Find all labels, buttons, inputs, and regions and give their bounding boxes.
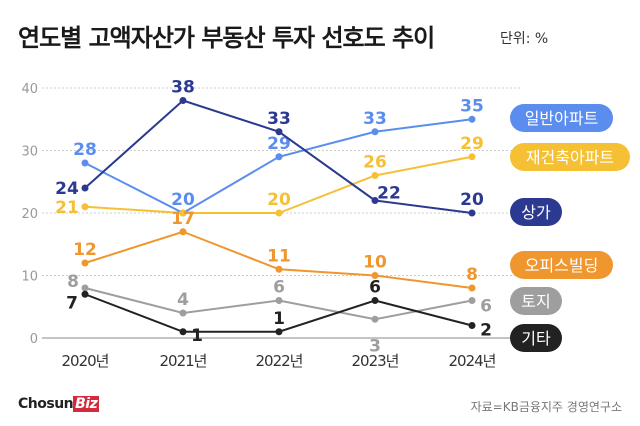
data-point <box>468 297 476 304</box>
legend-badge <box>510 143 630 171</box>
data-point <box>179 228 187 236</box>
data-label: 12 <box>73 240 97 260</box>
legend-label: 상가 <box>521 203 551 222</box>
data-point <box>275 265 283 273</box>
x-tick-label: 2020년 <box>62 352 109 370</box>
x-tick-label: 2021년 <box>160 352 207 370</box>
legend-badge <box>510 251 613 279</box>
data-point <box>468 322 476 329</box>
y-tick-label: 20 <box>21 207 38 222</box>
data-point <box>275 209 283 217</box>
legend-label: 토지 <box>521 292 550 311</box>
logo-text: Chosun <box>18 396 74 412</box>
data-label: 20 <box>460 190 484 210</box>
data-label: 6 <box>369 278 381 298</box>
chosunbiz-logo: Chosun Biz <box>18 396 100 412</box>
data-label: 22 <box>377 184 401 204</box>
data-label: 29 <box>267 134 291 154</box>
data-point <box>275 128 283 136</box>
unit-label: 단위: % <box>500 31 549 47</box>
data-label: 35 <box>460 96 484 116</box>
data-label: 38 <box>171 78 195 98</box>
data-label: 1 <box>191 326 203 346</box>
source-note: 자료=KB금융지주 경영연구소 <box>470 400 622 414</box>
legend-label: 재건축아파트 <box>526 148 614 167</box>
data-point <box>275 297 283 304</box>
data-point <box>275 153 283 161</box>
data-label: 24 <box>55 179 79 199</box>
data-label: 20 <box>171 190 195 210</box>
legend-badge <box>510 198 562 226</box>
data-point <box>468 153 476 161</box>
data-point <box>468 209 476 217</box>
data-point <box>81 259 89 267</box>
data-point <box>468 115 476 123</box>
legend-label: 일반아파트 <box>525 109 599 128</box>
data-label: 8 <box>67 272 79 292</box>
data-label: 10 <box>363 253 387 273</box>
data-label: 17 <box>171 209 195 229</box>
x-tick-label: 2022년 <box>256 352 303 370</box>
data-point <box>179 209 187 217</box>
data-point <box>468 284 476 292</box>
data-point <box>179 309 187 317</box>
y-tick-label: 10 <box>21 270 38 285</box>
data-label: 6 <box>480 297 492 317</box>
data-point <box>81 184 89 192</box>
y-tick-label: 30 <box>21 145 38 160</box>
data-label: 33 <box>363 109 387 129</box>
legend-badge <box>510 104 613 132</box>
legend-label: 오피스빌딩 <box>525 256 599 275</box>
data-label: 20 <box>267 190 291 210</box>
data-label: 26 <box>363 153 387 173</box>
data-label: 28 <box>73 140 97 160</box>
data-point <box>81 159 89 167</box>
data-point <box>81 290 89 298</box>
data-point <box>81 284 89 292</box>
data-label: 8 <box>466 265 478 285</box>
y-tick-label: 40 <box>21 82 38 97</box>
data-point <box>371 297 379 304</box>
data-label: 6 <box>273 278 285 298</box>
logo-accent: Biz <box>73 396 100 412</box>
data-point <box>81 203 89 211</box>
data-label: 7 <box>66 293 78 313</box>
data-point <box>371 197 379 204</box>
data-label: 1 <box>273 309 285 329</box>
data-label: 33 <box>267 109 291 129</box>
data-point <box>371 315 379 323</box>
legend-badge <box>510 287 562 315</box>
data-point <box>371 172 379 179</box>
x-tick-label: 2023년 <box>352 352 399 370</box>
data-label: 21 <box>55 198 79 218</box>
data-label: 4 <box>177 290 189 310</box>
data-label: 11 <box>267 246 291 266</box>
data-label: 29 <box>460 134 484 154</box>
data-point <box>179 97 187 104</box>
data-point <box>275 328 283 336</box>
chart-title: 연도별 고액자산가 부동산 투자 선호도 추이 <box>18 24 435 52</box>
legend-badge <box>510 324 562 352</box>
data-point <box>371 128 379 136</box>
data-label: 2 <box>480 321 492 341</box>
data-label: 3 <box>369 336 381 356</box>
data-point <box>371 272 379 279</box>
legend-label: 기타 <box>521 329 551 348</box>
x-tick-label: 2024년 <box>449 352 496 370</box>
y-tick-label: 0 <box>30 332 38 347</box>
data-point <box>179 328 187 336</box>
